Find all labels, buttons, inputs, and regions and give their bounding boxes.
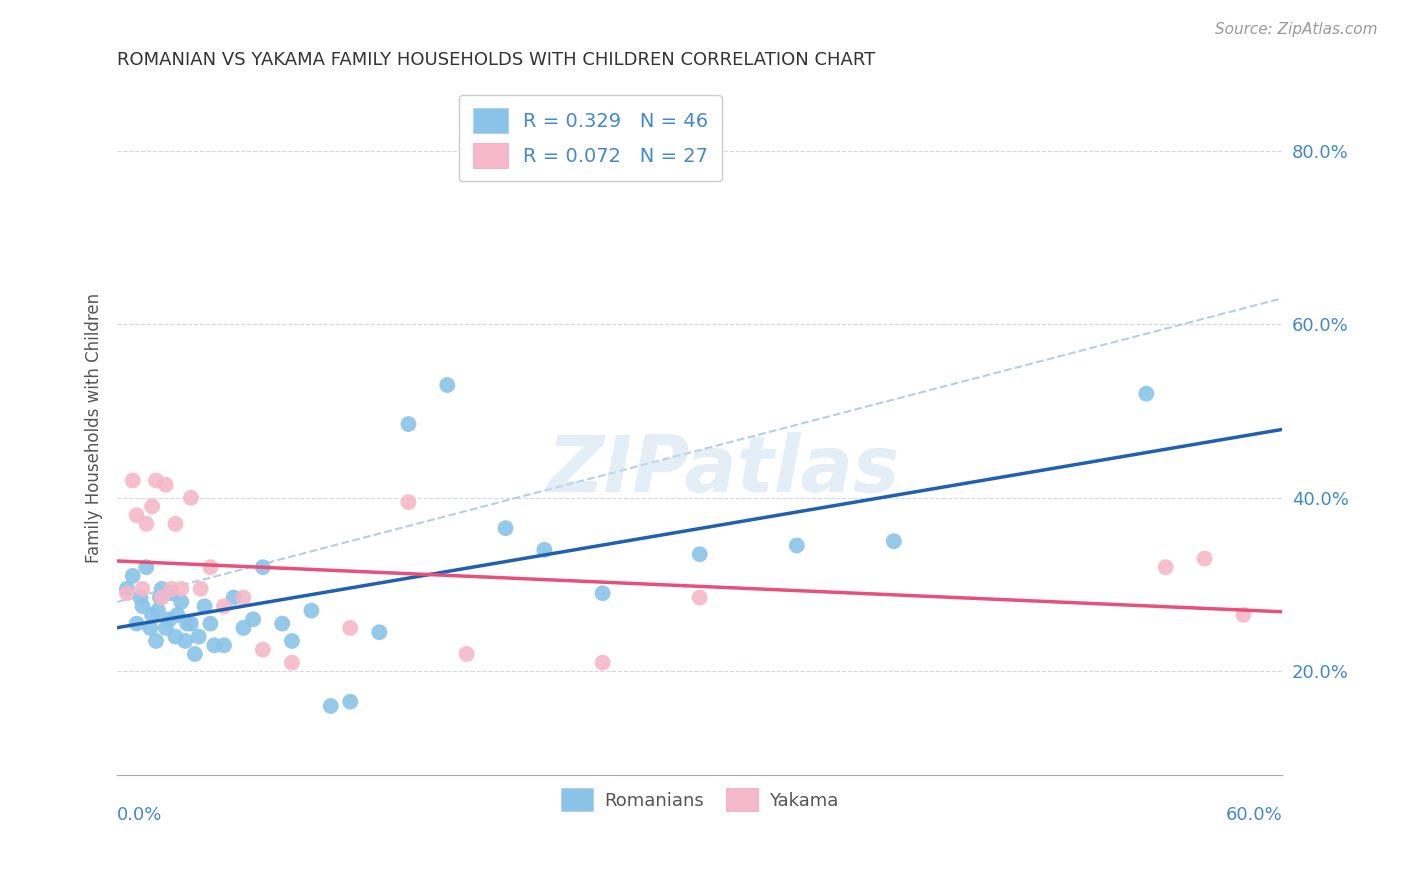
Text: 60.0%: 60.0% [1226,805,1282,824]
Point [495,521,517,535]
Point [319,699,342,714]
Point [190,582,212,596]
Point [533,542,555,557]
Point [786,539,808,553]
Point [125,508,148,523]
Y-axis label: Family Households with Children: Family Households with Children [86,293,103,564]
Point [281,634,304,648]
Point [150,582,173,596]
Point [222,591,245,605]
Point [252,560,274,574]
Point [135,516,157,531]
Point [187,630,209,644]
Point [1232,607,1254,622]
Point [165,630,187,644]
Legend: Romanians, Yakama: Romanians, Yakama [554,780,845,819]
Point [160,586,183,600]
Point [592,656,614,670]
Point [129,591,152,605]
Point [160,582,183,596]
Point [232,591,254,605]
Point [456,647,478,661]
Point [176,616,198,631]
Point [115,582,138,596]
Point [145,474,167,488]
Point [398,495,420,509]
Point [689,591,711,605]
Point [121,569,143,583]
Point [174,634,197,648]
Point [242,612,264,626]
Point [170,595,193,609]
Point [368,625,391,640]
Point [155,477,177,491]
Point [150,591,173,605]
Point [339,695,361,709]
Point [212,638,235,652]
Point [149,591,172,605]
Point [281,656,304,670]
Text: 0.0%: 0.0% [117,805,163,824]
Point [200,560,222,574]
Point [271,616,294,631]
Point [146,604,169,618]
Point [145,634,167,648]
Text: Source: ZipAtlas.com: Source: ZipAtlas.com [1215,22,1378,37]
Point [184,647,207,661]
Point [165,516,187,531]
Point [212,599,235,614]
Point [689,547,711,561]
Point [159,612,181,626]
Point [131,599,153,614]
Point [883,534,905,549]
Point [202,638,225,652]
Point [139,621,162,635]
Point [299,604,322,618]
Point [155,621,177,635]
Point [592,586,614,600]
Point [436,378,458,392]
Point [180,616,202,631]
Point [115,586,138,600]
Point [1154,560,1177,574]
Point [200,616,222,631]
Point [166,607,188,622]
Point [121,474,143,488]
Text: ROMANIAN VS YAKAMA FAMILY HOUSEHOLDS WITH CHILDREN CORRELATION CHART: ROMANIAN VS YAKAMA FAMILY HOUSEHOLDS WIT… [117,51,876,69]
Point [398,417,420,431]
Point [1194,551,1216,566]
Point [125,616,148,631]
Point [1135,386,1157,401]
Point [141,607,163,622]
Point [131,582,153,596]
Point [193,599,215,614]
Point [135,560,157,574]
Point [232,621,254,635]
Point [339,621,361,635]
Point [252,642,274,657]
Point [141,500,163,514]
Point [170,582,193,596]
Point [180,491,202,505]
Text: ZIPatlas: ZIPatlas [547,432,898,508]
